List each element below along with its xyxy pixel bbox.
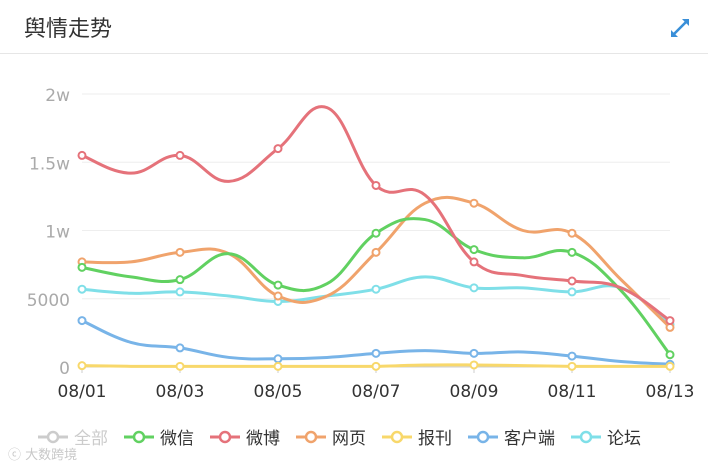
x-tick-label: 08/13 bbox=[646, 382, 695, 402]
data-point[interactable] bbox=[175, 343, 185, 353]
legend-item-网页[interactable]: 网页 bbox=[296, 424, 366, 449]
legend-marker-icon bbox=[382, 430, 412, 443]
x-tick-label: 08/07 bbox=[352, 382, 401, 402]
legend-marker-icon bbox=[210, 430, 240, 443]
data-point[interactable] bbox=[371, 180, 381, 190]
data-point[interactable] bbox=[469, 283, 479, 293]
data-point[interactable] bbox=[273, 354, 283, 364]
data-point[interactable] bbox=[665, 350, 675, 360]
data-point[interactable] bbox=[371, 247, 381, 257]
data-point[interactable] bbox=[175, 150, 185, 160]
legend-item-全部[interactable]: 全部 bbox=[38, 424, 108, 449]
data-point[interactable] bbox=[469, 348, 479, 358]
legend-item-报刊[interactable]: 报刊 bbox=[382, 424, 452, 449]
legend-item-微信[interactable]: 微信 bbox=[124, 424, 194, 449]
data-point[interactable] bbox=[567, 351, 577, 361]
data-point[interactable] bbox=[469, 257, 479, 267]
data-point[interactable] bbox=[567, 247, 577, 257]
series-line-网页 bbox=[81, 195, 672, 329]
data-point[interactable] bbox=[175, 361, 185, 371]
data-point[interactable] bbox=[77, 361, 87, 371]
x-tick-label: 08/03 bbox=[156, 382, 205, 402]
legend-marker-icon bbox=[468, 430, 498, 443]
data-point[interactable] bbox=[273, 144, 283, 154]
legend-label: 微博 bbox=[246, 429, 280, 449]
data-point[interactable] bbox=[371, 348, 381, 358]
data-point[interactable] bbox=[567, 228, 577, 238]
data-point[interactable] bbox=[371, 361, 381, 371]
legend-marker-icon bbox=[296, 430, 326, 443]
x-tick-label: 08/01 bbox=[58, 382, 107, 402]
y-tick-label: 1w bbox=[45, 223, 70, 243]
trend-chart: 0 5000 1w 1.5w 2w 08/01 08/03 08/05 08/07 08/09 08… bbox=[27, 86, 695, 402]
data-point[interactable] bbox=[175, 247, 185, 257]
panel-title: 舆情走势 bbox=[24, 17, 113, 42]
legend-marker-icon bbox=[571, 430, 601, 443]
data-point[interactable] bbox=[469, 245, 479, 255]
watermark-logo-icon: ⓒ bbox=[8, 448, 22, 463]
data-point[interactable] bbox=[77, 316, 87, 326]
series-line-论坛 bbox=[81, 275, 671, 326]
legend-label: 客户端 bbox=[504, 429, 555, 449]
legend-label: 全部 bbox=[74, 429, 108, 449]
data-point[interactable] bbox=[175, 275, 185, 285]
data-point[interactable] bbox=[175, 287, 185, 297]
data-point[interactable] bbox=[567, 361, 577, 371]
data-point[interactable] bbox=[567, 276, 577, 286]
data-point[interactable] bbox=[371, 284, 381, 294]
data-point[interactable] bbox=[665, 361, 675, 371]
y-tick-label: 0 bbox=[59, 359, 70, 379]
data-point[interactable] bbox=[665, 316, 675, 326]
legend-label: 网页 bbox=[332, 429, 366, 449]
data-point[interactable] bbox=[77, 262, 87, 272]
data-point[interactable] bbox=[469, 198, 479, 208]
legend-label: 微信 bbox=[160, 429, 194, 449]
data-point[interactable] bbox=[273, 291, 283, 301]
data-point[interactable] bbox=[567, 287, 577, 297]
legend-label: 论坛 bbox=[607, 429, 641, 449]
x-tick-label: 08/11 bbox=[548, 382, 597, 402]
panel-header: 舆情走势 bbox=[0, 0, 708, 54]
y-tick-label: 5000 bbox=[27, 291, 70, 311]
data-point[interactable] bbox=[77, 150, 87, 160]
x-tick-label: 08/05 bbox=[254, 382, 303, 402]
legend-item-论坛[interactable]: 论坛 bbox=[571, 424, 641, 449]
expand-icon[interactable] bbox=[668, 16, 692, 40]
legend-marker-icon bbox=[124, 430, 154, 443]
data-point[interactable] bbox=[273, 361, 283, 371]
chart-legend: 全部 微信 微博 网页 报刊 客户端 论坛 bbox=[38, 424, 657, 449]
legend-item-微博[interactable]: 微博 bbox=[210, 424, 280, 449]
legend-marker-icon bbox=[38, 430, 68, 443]
y-tick-label: 2w bbox=[45, 86, 70, 106]
data-point[interactable] bbox=[273, 280, 283, 290]
watermark-text: 大数跨境 bbox=[25, 448, 78, 463]
data-point[interactable] bbox=[469, 360, 479, 370]
data-point[interactable] bbox=[371, 228, 381, 238]
watermark: ⓒ 大数跨境 bbox=[8, 444, 77, 463]
y-tick-label: 1.5w bbox=[29, 154, 70, 174]
legend-label: 报刊 bbox=[418, 429, 452, 449]
legend-item-客户端[interactable]: 客户端 bbox=[468, 424, 555, 449]
data-point[interactable] bbox=[77, 284, 87, 294]
x-tick-label: 08/09 bbox=[450, 382, 499, 402]
